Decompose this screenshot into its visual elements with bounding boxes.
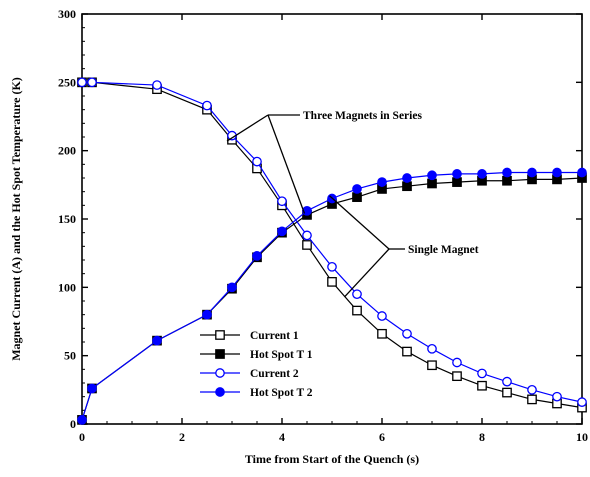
series-layer (77, 77, 587, 425)
data-point (552, 391, 562, 402)
data-point (477, 169, 487, 179)
annotation-layer: Three Magnets in Series Single Magnet (226, 110, 479, 298)
data-point (477, 368, 487, 379)
data-point (452, 177, 462, 187)
x-tick-label: 6 (379, 430, 385, 444)
legend-item: Hot Spot T 2 (200, 387, 313, 399)
data-point (327, 261, 337, 272)
y-tick-label: 250 (58, 75, 76, 89)
data-point (452, 371, 462, 382)
x-tick-label: 2 (179, 430, 185, 444)
data-point (202, 309, 212, 320)
y-axis-title: Magnet Current (A) and the Hot Spot Temp… (9, 77, 23, 361)
data-point (377, 311, 387, 321)
legend-marker (215, 349, 225, 359)
data-point (152, 335, 162, 346)
data-point (77, 77, 87, 88)
data-point (227, 282, 237, 293)
series-2 (77, 173, 587, 425)
data-point (352, 192, 362, 202)
data-point (402, 181, 412, 192)
data-point (527, 384, 537, 395)
x-tick-label: 10 (576, 430, 588, 444)
data-point (352, 184, 362, 194)
data-point (502, 376, 512, 387)
annotation-pointer (226, 114, 269, 142)
annotation-label: Single Magnet (408, 244, 479, 256)
data-point (77, 415, 87, 425)
data-point (552, 167, 562, 178)
data-point (502, 175, 512, 186)
data-point (202, 100, 212, 111)
legend-label: Current 1 (250, 330, 299, 342)
legend: Current 1 Hot Spot T 1 Current 2 Hot Spot T… (200, 330, 313, 399)
legend-label: Current 2 (250, 368, 299, 380)
x-tick-label: 0 (79, 430, 85, 444)
legend-item: Current 2 (200, 368, 299, 380)
data-point (302, 240, 312, 250)
x-tick-label: 8 (479, 430, 485, 444)
data-point (452, 169, 462, 179)
series-line (82, 81, 583, 403)
data-point (252, 251, 262, 261)
y-tick-label: 0 (70, 417, 76, 431)
data-point (352, 305, 362, 316)
data-point (427, 178, 437, 189)
annotation-pointer (344, 248, 390, 298)
data-point (252, 156, 262, 167)
series-3 (77, 77, 587, 407)
data-point (427, 360, 437, 371)
data-point (377, 328, 387, 339)
data-point (352, 289, 362, 300)
data-point (302, 230, 312, 241)
y-tick-label: 150 (58, 212, 76, 226)
legend-label: Hot Spot T 1 (250, 349, 313, 361)
annotation-pointer (267, 114, 306, 214)
annotation-pointer (329, 195, 390, 250)
x-tick-label: 4 (279, 430, 285, 444)
y-tick-label: 50 (64, 349, 76, 363)
data-point (452, 357, 462, 368)
data-point (327, 277, 337, 287)
data-point (502, 387, 512, 398)
annotation-three-magnets: Three Magnets in Series (226, 110, 422, 214)
data-point (577, 397, 587, 407)
data-point (277, 226, 287, 237)
y-tick-label: 100 (58, 280, 76, 294)
data-point (427, 343, 437, 354)
data-point (152, 80, 162, 90)
legend-label: Hot Spot T 2 (250, 387, 313, 399)
data-point (402, 346, 412, 357)
y-tick-label: 300 (58, 7, 76, 21)
data-point (277, 196, 287, 207)
series-line (82, 81, 583, 409)
data-point (377, 177, 387, 187)
annotation-label: Three Magnets in Series (303, 110, 422, 122)
data-point (427, 170, 437, 181)
series-4 (77, 167, 587, 425)
data-point (402, 328, 412, 339)
data-point (402, 173, 412, 183)
legend-item: Current 1 (200, 330, 299, 342)
plot-frame (81, 13, 583, 425)
data-point (477, 380, 487, 391)
axis-ticks (81, 13, 583, 425)
series-1 (77, 77, 587, 413)
data-point (527, 394, 537, 405)
legend-marker (215, 330, 225, 340)
data-point (527, 167, 537, 178)
x-axis-title: Time from Start of the Quench (s) (245, 452, 419, 466)
legend-item: Hot Spot T 1 (200, 349, 313, 361)
y-tick-label: 200 (58, 144, 76, 158)
data-point (87, 383, 97, 394)
data-point (87, 77, 97, 88)
legend-marker (215, 387, 225, 397)
data-point (577, 167, 587, 178)
plot-border (81, 13, 583, 425)
legend-marker (215, 368, 225, 378)
annotation-single-magnet: Single Magnet (329, 195, 479, 298)
data-point (502, 167, 512, 178)
